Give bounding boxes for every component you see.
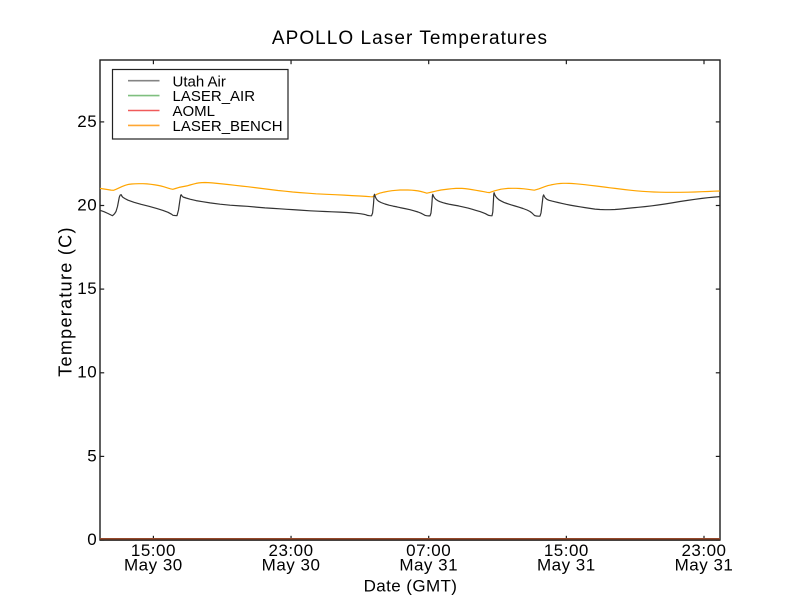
svg-text:23:00: 23:00: [269, 541, 314, 560]
svg-text:LASER_AIR: LASER_AIR: [173, 88, 256, 105]
svg-text:25: 25: [77, 112, 97, 131]
svg-text:Date (GMT): Date (GMT): [364, 577, 458, 596]
svg-text:0: 0: [87, 530, 97, 549]
svg-text:5: 5: [87, 446, 97, 465]
svg-text:May 31: May 31: [399, 555, 458, 574]
svg-text:May 31: May 31: [675, 555, 734, 574]
svg-text:AOML: AOML: [173, 103, 216, 120]
svg-text:May 30: May 30: [262, 555, 321, 574]
svg-text:Utah Air: Utah Air: [173, 73, 226, 90]
svg-text:23:00: 23:00: [681, 541, 726, 560]
svg-text:APOLLO Laser Temperatures: APOLLO Laser Temperatures: [272, 28, 548, 49]
svg-text:15:00: 15:00: [544, 541, 589, 560]
svg-text:20: 20: [77, 195, 97, 214]
svg-text:10: 10: [77, 363, 97, 382]
svg-text:LASER_BENCH: LASER_BENCH: [173, 118, 283, 135]
svg-text:15:00: 15:00: [131, 541, 176, 560]
svg-text:May 31: May 31: [537, 555, 596, 574]
svg-text:May 30: May 30: [124, 555, 183, 574]
svg-text:07:00: 07:00: [406, 541, 451, 560]
svg-text:Temperature (C): Temperature (C): [56, 226, 76, 377]
svg-text:15: 15: [77, 279, 97, 298]
